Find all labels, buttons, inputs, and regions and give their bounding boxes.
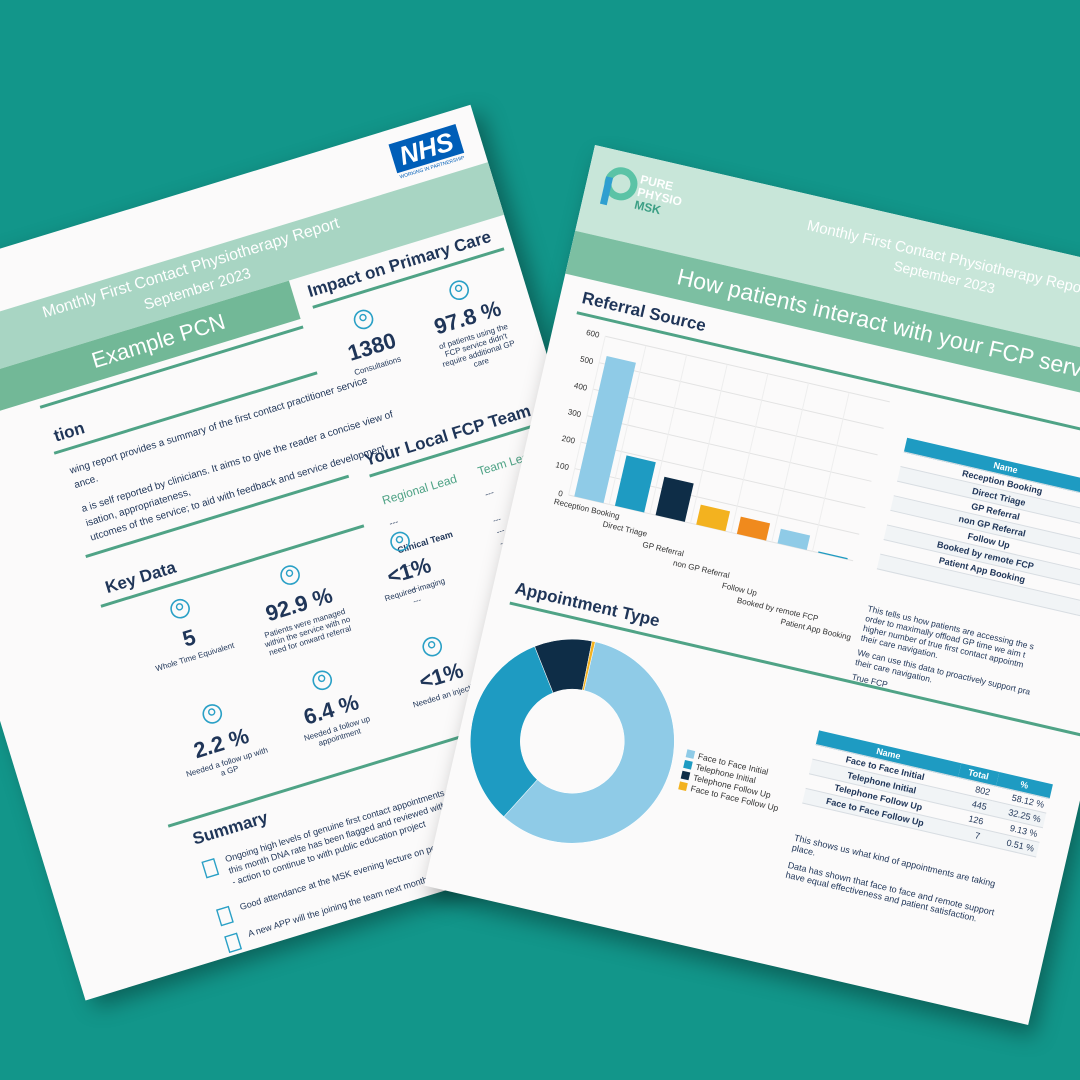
icon-shape — [359, 313, 367, 322]
icon-shape — [390, 531, 410, 552]
grid-line — [730, 373, 769, 533]
grid-line — [586, 415, 872, 482]
pure-physio-logo-mark — [599, 167, 638, 206]
left-report-page: NHS WORKING IN PARTNERSHIP Monthly First C… — [0, 104, 688, 1001]
x-tick-label: GP Referral — [642, 540, 685, 558]
icon — [422, 636, 443, 657]
donut-slice — [582, 640, 596, 691]
donut-slice — [503, 641, 675, 844]
grid-line — [580, 441, 866, 509]
placeholder: --- — [387, 516, 400, 529]
grid-line — [649, 354, 688, 514]
icon-shape — [215, 905, 234, 927]
y-tick-label: 500 — [579, 354, 595, 366]
intro-line: ance. — [72, 473, 100, 491]
icon — [449, 280, 469, 301]
legend-swatch — [685, 749, 696, 759]
summary-icon — [201, 857, 220, 879]
right-report-page: PURE PHYSIO MSK Monthly First Contact Physi… — [424, 145, 1080, 1025]
icon-shape — [280, 565, 300, 585]
bar — [696, 504, 731, 532]
appointment-table: Name Total% Face to Face Initial 802 58.12 %… — [802, 730, 1053, 857]
bar — [574, 356, 636, 504]
grid-line — [690, 364, 728, 524]
grid-line — [608, 345, 647, 505]
icon — [170, 598, 190, 619]
icon-shape — [317, 674, 326, 683]
icon — [202, 704, 223, 724]
placeholder: --- — [491, 514, 503, 526]
icon-shape — [201, 857, 220, 879]
bar — [777, 528, 811, 551]
icon-shape — [395, 535, 404, 544]
bar — [736, 516, 771, 541]
grid-line — [771, 383, 809, 543]
icon-shape — [170, 598, 190, 619]
x-tick-label: Booked by remote FCP — [736, 596, 819, 623]
icon-shape — [224, 932, 243, 954]
x-tick-label: non GP Referral — [672, 558, 730, 580]
icon-shape — [427, 641, 436, 649]
y-tick-label: 600 — [585, 328, 601, 340]
regional-lead: Regional Lead — [380, 471, 459, 508]
bar — [818, 551, 848, 560]
icon-shape — [175, 603, 184, 611]
icon — [312, 670, 333, 691]
legend-swatch — [683, 759, 693, 770]
icon-shape — [312, 670, 333, 691]
icon — [353, 309, 374, 330]
y-tick-label: 200 — [561, 434, 577, 446]
placeholder: --- — [483, 487, 496, 500]
y-tick-label: 400 — [573, 381, 589, 393]
bar — [655, 476, 694, 522]
y-tick-label: 0 — [557, 489, 564, 499]
icon-shape — [207, 708, 216, 716]
referral-table: Name Reception Booking Direct Triage GP Ref… — [876, 437, 1080, 624]
icon — [390, 531, 410, 552]
legend-swatch — [680, 770, 691, 781]
grid-line — [568, 336, 606, 496]
icon-shape — [422, 636, 443, 657]
icon-shape — [449, 280, 469, 301]
summary-icon — [215, 905, 234, 927]
grid-line — [599, 362, 884, 429]
bar — [614, 455, 656, 513]
placeholder: --- — [411, 595, 423, 607]
referral-notes: This tells us how patients are accessing… — [851, 603, 1080, 735]
y-tick-label: 300 — [567, 407, 583, 419]
legend-swatch — [678, 781, 688, 792]
icon — [280, 565, 300, 585]
icon-shape — [285, 569, 294, 577]
icon-shape — [353, 309, 374, 330]
donut-slice — [470, 646, 554, 818]
appointment-notes: This shows us what kind of appointments … — [783, 833, 1020, 939]
y-tick-label: 100 — [555, 460, 571, 472]
grid-line — [811, 392, 850, 552]
icon-shape — [202, 704, 223, 724]
logo-shape — [599, 176, 614, 206]
grid-line — [605, 335, 890, 403]
x-tick-label: Direct Triage — [602, 520, 649, 539]
grid-line — [592, 388, 878, 456]
summary-icon — [224, 932, 243, 954]
icon-shape — [454, 284, 463, 292]
